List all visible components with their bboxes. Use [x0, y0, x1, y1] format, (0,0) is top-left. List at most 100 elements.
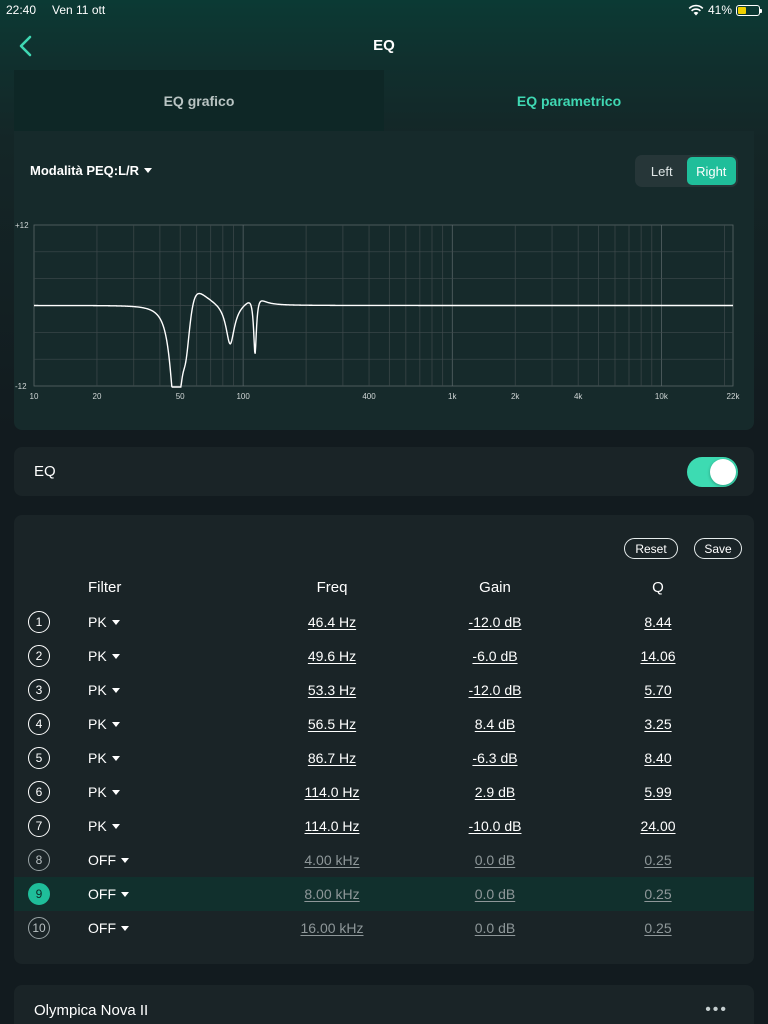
band-number-badge: 5 — [28, 747, 50, 769]
eq-response-graph[interactable]: +12 -12 10 20 50 100 400 1k 2k 4k 10k 22k — [14, 211, 754, 401]
eq-enable-card: EQ — [14, 447, 754, 496]
caret-down-icon — [144, 168, 153, 173]
status-date: Ven 11 ott — [52, 3, 106, 17]
q-value[interactable]: 8.40 — [644, 750, 672, 766]
status-time: 22:40 — [6, 3, 37, 17]
band-number-badge: 4 — [28, 713, 50, 735]
filter-type-dropdown[interactable]: OFF — [88, 920, 129, 936]
band-number-badge: 10 — [28, 917, 50, 939]
band-number-badge: 2 — [28, 645, 50, 667]
eq-enable-switch[interactable] — [687, 457, 738, 487]
filter-type-label: PK — [88, 682, 107, 698]
gain-value[interactable]: 0.0 dB — [474, 920, 516, 936]
x-tick-label: 20 — [93, 392, 102, 401]
filter-type-label: OFF — [88, 886, 116, 902]
peq-mode-dropdown[interactable]: Modalità PEQ:L/R — [30, 163, 153, 178]
q-value[interactable]: 0.25 — [644, 852, 672, 868]
filter-type-label: PK — [88, 750, 107, 766]
tab-graphic-eq[interactable]: EQ grafico — [14, 70, 384, 131]
caret-down-icon — [111, 687, 120, 693]
eq-mode-tabs: EQ grafico EQ parametrico — [14, 70, 754, 131]
q-value[interactable]: 14.06 — [640, 648, 676, 664]
filter-table-card: Reset Save Filter Freq Gain Q 1 PK 46.4 Hz… — [14, 515, 754, 964]
filter-row[interactable]: 10 OFF 16.00 kHz 0.0 dB 0.25 — [14, 911, 754, 945]
filter-type-dropdown[interactable]: PK — [88, 750, 120, 766]
freq-value[interactable]: 114.0 Hz — [304, 784, 360, 800]
caret-down-icon — [111, 619, 120, 625]
filter-row[interactable]: 8 OFF 4.00 kHz 0.0 dB 0.25 — [14, 843, 754, 877]
gain-value[interactable]: -12.0 dB — [468, 682, 522, 698]
gain-value[interactable]: 0.0 dB — [474, 852, 516, 868]
filter-type-dropdown[interactable]: PK — [88, 614, 120, 630]
ellipsis-icon[interactable]: ••• — [705, 1001, 728, 1018]
freq-value[interactable]: 56.5 Hz — [307, 716, 357, 732]
filter-row[interactable]: 7 PK 114.0 Hz -10.0 dB 24.00 — [14, 809, 754, 843]
filter-type-label: OFF — [88, 920, 116, 936]
filter-row[interactable]: 3 PK 53.3 Hz -12.0 dB 5.70 — [14, 673, 754, 707]
caret-down-icon — [111, 755, 120, 761]
battery-percent: 41% — [707, 3, 732, 17]
filter-type-dropdown[interactable]: PK — [88, 818, 120, 834]
filter-row[interactable]: 1 PK 46.4 Hz -12.0 dB 8.44 — [14, 605, 754, 639]
switch-knob — [710, 459, 736, 485]
q-value[interactable]: 0.25 — [644, 886, 672, 902]
filter-type-label: PK — [88, 818, 107, 834]
q-value[interactable]: 3.25 — [644, 716, 672, 732]
eq-graph-card: Modalità PEQ:L/R Left Right +12 -12 10 20… — [14, 131, 754, 430]
filter-row[interactable]: 5 PK 86.7 Hz -6.3 dB 8.40 — [14, 741, 754, 775]
gain-value[interactable]: -6.3 dB — [472, 750, 518, 766]
x-tick-label: 10k — [655, 392, 669, 401]
freq-value[interactable]: 4.00 kHz — [304, 852, 360, 868]
gain-value[interactable]: 2.9 dB — [474, 784, 516, 800]
save-button[interactable]: Save — [694, 538, 742, 559]
filter-type-label: PK — [88, 784, 107, 800]
q-value[interactable]: 5.70 — [644, 682, 672, 698]
filter-row[interactable]: 4 PK 56.5 Hz 8.4 dB 3.25 — [14, 707, 754, 741]
gain-value[interactable]: 8.4 dB — [474, 716, 516, 732]
channel-right-option[interactable]: Right — [686, 157, 736, 185]
band-number-badge: 1 — [28, 611, 50, 633]
filter-type-dropdown[interactable]: PK — [88, 784, 120, 800]
channel-left-option[interactable]: Left — [650, 163, 673, 179]
gain-value[interactable]: -10.0 dB — [468, 818, 522, 834]
gain-value[interactable]: 0.0 dB — [474, 886, 516, 902]
freq-value[interactable]: 8.00 kHz — [304, 886, 360, 902]
filter-type-dropdown[interactable]: PK — [88, 648, 120, 664]
filter-type-dropdown[interactable]: PK — [88, 682, 120, 698]
filter-type-label: PK — [88, 716, 107, 732]
freq-value[interactable]: 16.00 kHz — [300, 920, 364, 936]
freq-value[interactable]: 114.0 Hz — [304, 818, 360, 834]
x-tick-label: 50 — [176, 392, 185, 401]
gain-value[interactable]: -12.0 dB — [468, 614, 522, 630]
freq-value[interactable]: 53.3 Hz — [307, 682, 357, 698]
x-tick-label: 100 — [236, 392, 250, 401]
q-value[interactable]: 5.99 — [644, 784, 672, 800]
filter-type-label: OFF — [88, 852, 116, 868]
q-value[interactable]: 0.25 — [644, 920, 672, 936]
reset-button[interactable]: Reset — [624, 538, 678, 559]
filter-type-dropdown[interactable]: OFF — [88, 852, 129, 868]
filter-row[interactable]: 6 PK 114.0 Hz 2.9 dB 5.99 — [14, 775, 754, 809]
freq-value[interactable]: 86.7 Hz — [307, 750, 357, 766]
x-tick-label: 1k — [448, 392, 457, 401]
caret-down-icon — [111, 721, 120, 727]
filter-row[interactable]: 9 OFF 8.00 kHz 0.0 dB 0.25 — [14, 877, 754, 911]
back-chevron-icon[interactable] — [14, 32, 40, 60]
header-q: Q — [652, 579, 664, 596]
x-tick-label: 22k — [727, 392, 741, 401]
tab-parametric-eq[interactable]: EQ parametrico — [516, 92, 622, 109]
gain-value[interactable]: -6.0 dB — [472, 648, 518, 664]
x-tick-label: 400 — [362, 392, 376, 401]
q-value[interactable]: 24.00 — [640, 818, 676, 834]
freq-value[interactable]: 46.4 Hz — [307, 614, 357, 630]
x-tick-label: 2k — [511, 392, 520, 401]
filter-row[interactable]: 2 PK 49.6 Hz -6.0 dB 14.06 — [14, 639, 754, 673]
status-bar: 22:40 Ven 11 ott 41% — [0, 0, 768, 20]
filter-type-dropdown[interactable]: PK — [88, 716, 120, 732]
status-right: 41% — [688, 3, 762, 17]
caret-down-icon — [121, 925, 129, 931]
filter-type-dropdown[interactable]: OFF — [88, 886, 129, 902]
q-value[interactable]: 8.44 — [644, 614, 672, 630]
caret-down-icon — [111, 823, 120, 829]
freq-value[interactable]: 49.6 Hz — [307, 648, 357, 664]
